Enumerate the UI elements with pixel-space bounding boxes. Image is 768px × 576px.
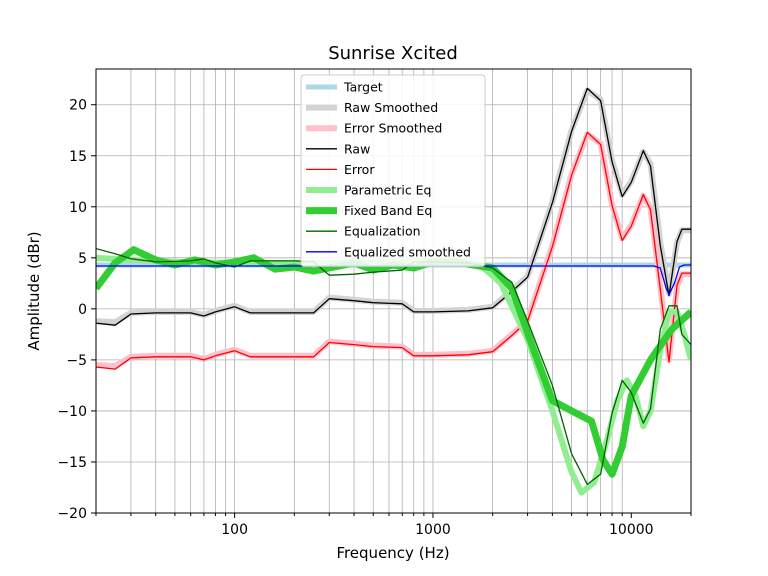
y-tick-label: 5 <box>78 251 87 267</box>
legend-entry-label: Fixed Band Eq <box>344 203 432 218</box>
legend-box <box>300 74 486 267</box>
y-tick-label: −10 <box>57 404 87 420</box>
grid-lines <box>95 69 691 514</box>
series-layer <box>96 87 691 496</box>
legend: Target Raw Smoothed Error Smoothed Raw Error… <box>300 74 486 267</box>
y-tick-label: −20 <box>57 506 87 522</box>
y-tick-label: 20 <box>69 98 87 114</box>
y-tick-label: −5 <box>66 353 87 369</box>
y-tick-label: 15 <box>69 149 87 165</box>
legend-entry-label: Equalization <box>344 224 421 239</box>
x-axis-label: Frequency (Hz) <box>336 544 449 562</box>
legend-entry-label: Error <box>344 162 375 177</box>
x-tick-label: 100 <box>221 522 248 538</box>
legend-entry-label: Equalized smoothed <box>344 244 471 259</box>
series-line-fixed-band-eq <box>96 246 691 478</box>
series-line-raw <box>96 87 691 326</box>
x-tick-label: 1000 <box>415 522 451 538</box>
y-axis-ticks: −20 −15 −10 −5 0 5 10 15 20 <box>57 98 96 522</box>
plot-frame <box>95 68 692 514</box>
legend-entry-label: Parametric Eq <box>344 183 432 198</box>
y-axis-label: Amplitude (dBr) <box>25 231 43 350</box>
y-tick-label: −15 <box>57 455 87 471</box>
series-line-error <box>96 131 691 370</box>
legend-entry-label: Raw Smoothed <box>344 100 438 115</box>
legend-entry-label: Raw <box>344 141 370 156</box>
chart-title: Sunrise Xcited <box>328 43 458 64</box>
y-tick-label: 0 <box>78 302 87 318</box>
legend-entry-label: Target <box>343 80 383 95</box>
y-tick-label: 10 <box>69 200 87 216</box>
x-tick-label: 10000 <box>609 522 654 538</box>
x-axis-ticks: 100 1000 10000 <box>95 513 692 538</box>
legend-entry-label: Error Smoothed <box>344 121 442 136</box>
series-line-equalized-smoothed <box>96 264 691 296</box>
